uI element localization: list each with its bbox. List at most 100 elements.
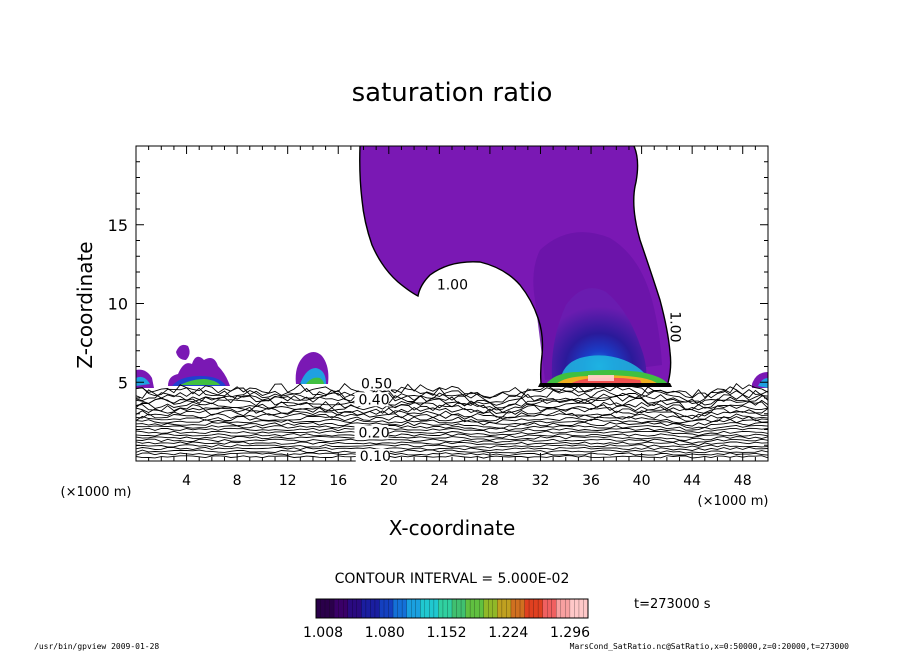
colorbar-cell: [488, 599, 494, 618]
colorbar-cell: [574, 599, 580, 618]
colorbar-frame: [315, 598, 589, 619]
colorbar-cell: [388, 599, 394, 618]
cloud-edge-left-core: [136, 376, 150, 386]
colorbar-cell: [424, 599, 430, 618]
contour-label: 0.20: [358, 425, 389, 441]
colorbar-cell: [465, 599, 471, 618]
contour-line: [136, 424, 768, 431]
colorbar: [315, 599, 589, 618]
contour-line: [136, 430, 768, 437]
colorbar-cell: [379, 599, 385, 618]
contour-line: [136, 403, 768, 414]
x-tick-label: 16: [329, 473, 347, 489]
colorbar-cell: [474, 599, 480, 618]
chart-title: saturation ratio: [352, 78, 553, 108]
colorbar-cell: [479, 599, 485, 618]
cloud-small-1-hot: [180, 379, 220, 385]
footer-left: /usr/bin/gpview 2009-01-28: [34, 642, 160, 651]
colorbar-cell: [325, 599, 330, 618]
colorbar-cell: [529, 599, 534, 618]
contour-labels: 1.00 1.00 0.500.40 0.20 0.10: [354, 277, 683, 465]
colorbar-cell: [402, 599, 407, 618]
colorbar-cell: [583, 599, 589, 618]
x-tick-label: 12: [279, 473, 297, 489]
colorbar-cell: [556, 599, 562, 618]
colorbar-cell: [365, 599, 371, 618]
y-tick-labels: 5 10 15: [108, 216, 128, 393]
x-tick-label: 40: [633, 473, 651, 489]
core-white-spots: [588, 375, 614, 381]
x-tick-label: 32: [532, 473, 550, 489]
axis-ticks: [136, 146, 768, 461]
colorbar-tick-label: 1.008: [303, 625, 343, 641]
colorbar-cell: [501, 599, 507, 618]
contour-line: [136, 446, 768, 452]
colorbar-cell: [338, 599, 344, 618]
colorbar-cell: [456, 599, 462, 618]
colorbar-cell: [560, 599, 566, 618]
colorbar-cell: [411, 599, 417, 618]
contour-line: [136, 444, 768, 449]
contour-line: [136, 406, 768, 418]
contour-line: [136, 452, 768, 457]
colorbar-cell: [538, 599, 543, 618]
colorbar-cell: [397, 599, 403, 618]
contour-line: [136, 386, 768, 399]
colorbar-cell: [433, 599, 439, 618]
contour-1-00-outline: [359, 146, 544, 384]
x-tick-label: 4: [182, 473, 191, 489]
contour-interval: CONTOUR INTERVAL = 5.000E-02: [335, 571, 570, 587]
y-axis-label: Z-coordinate: [73, 241, 97, 368]
colorbar-cell: [461, 599, 466, 618]
footer-right: MarsCond_SatRatio.nc@SatRatio,x=0:50000,…: [569, 642, 849, 651]
colorbar-labels: 1.008 1.080 1.152 1.224 1.296: [303, 625, 590, 641]
colorbar-cell: [352, 599, 358, 618]
colorbar-cell: [329, 599, 335, 618]
contour-line: [136, 441, 768, 447]
contour-line: [136, 395, 768, 409]
contour-line: [136, 427, 768, 434]
colorbar-cell: [452, 599, 457, 618]
y-tick-label: 15: [108, 216, 128, 235]
time-label: t=273000 s: [634, 597, 711, 612]
colorbar-cell: [384, 599, 389, 618]
colorbar-cell: [506, 599, 512, 618]
colorbar-cell: [429, 599, 435, 618]
colorbar-cell: [524, 599, 530, 618]
colorbar-cell: [547, 599, 553, 618]
contour-line: [136, 421, 768, 429]
contour-line: [136, 455, 768, 459]
contour-line: [136, 449, 768, 454]
cloud-edge-right-core: [758, 378, 768, 388]
contour-line: [136, 398, 768, 411]
colorbar-cell: [316, 599, 321, 618]
colorbar-cell: [334, 599, 339, 618]
contour-line: [136, 415, 768, 424]
colorbar-cell: [483, 599, 489, 618]
x-tick-label: 44: [683, 473, 701, 489]
colorbar-cell: [520, 599, 525, 618]
contour-label-bg: [354, 425, 389, 440]
contour-label: 0.10: [360, 449, 391, 465]
colorbar-tick-label: 1.296: [550, 625, 590, 641]
colorbar-cell: [438, 599, 444, 618]
colorbar-cell: [361, 599, 367, 618]
contour-line: [136, 438, 768, 444]
contour-1-00-outline-right: [633, 146, 672, 384]
x-tick-label: 48: [734, 473, 752, 489]
colorbar-cell: [343, 599, 349, 618]
contour-line: [136, 389, 768, 404]
cloud-small-1-top: [176, 344, 190, 360]
contour-label-bg: [354, 392, 389, 407]
contour-line: [136, 435, 768, 442]
colorbar-cell: [320, 599, 326, 618]
colorbar-cell: [578, 599, 584, 618]
x-unit-label-right: (×1000 m): [698, 494, 769, 509]
contour-label: 0.50: [361, 377, 392, 393]
x-tick-label: 20: [380, 473, 398, 489]
x-tick-label: 24: [430, 473, 448, 489]
x-tick-label: 28: [481, 473, 499, 489]
colorbar-cell: [497, 599, 503, 618]
colorbar-cell: [565, 599, 571, 618]
